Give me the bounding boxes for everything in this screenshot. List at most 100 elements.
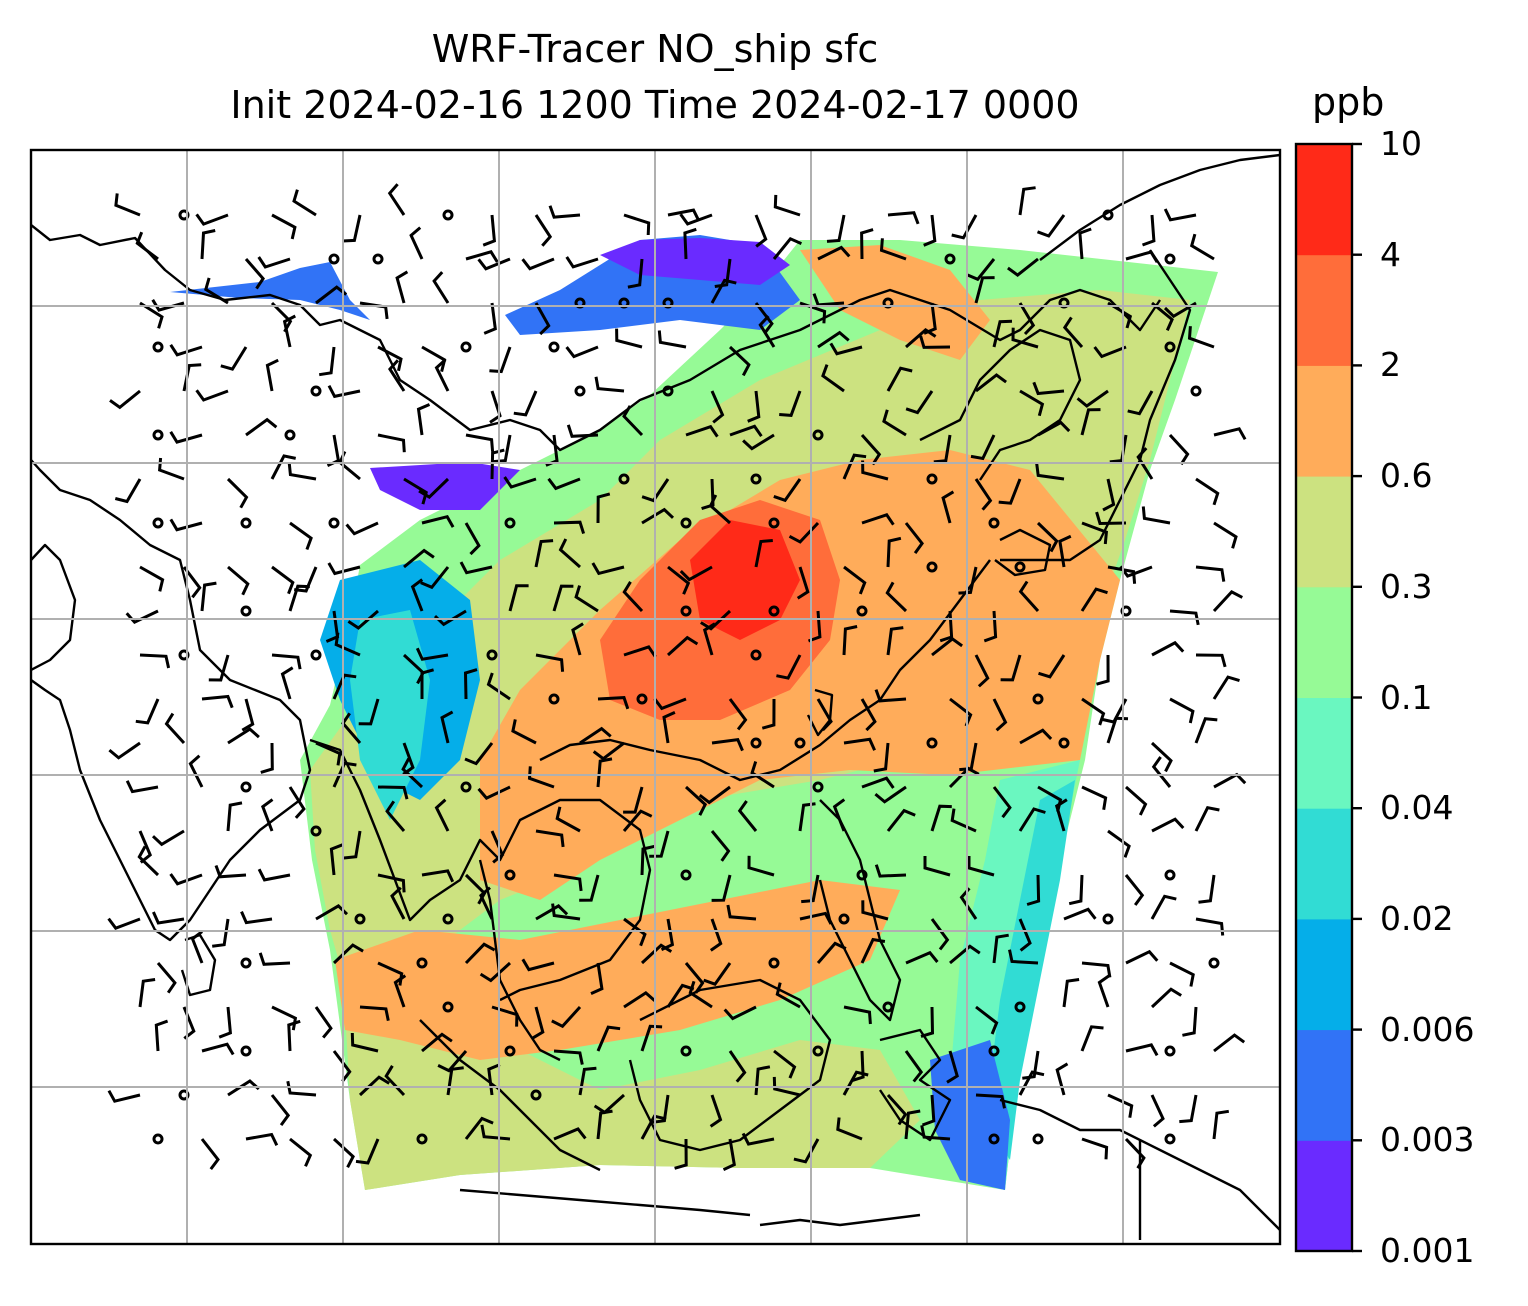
wind-barb	[315, 904, 349, 921]
wind-barb	[773, 1049, 797, 1079]
wind-barb	[992, 698, 1008, 732]
wind-barb	[200, 1138, 220, 1170]
wind-barb	[967, 856, 995, 877]
coast-indochina	[309, 738, 652, 1002]
calm-wind-marker	[574, 385, 586, 397]
wind-barb	[1081, 785, 1108, 810]
colorbar-segment	[1296, 1140, 1352, 1252]
colorbar-tick-label: 4	[1380, 234, 1401, 274]
wind-barb	[1213, 521, 1238, 549]
colorbar-segment	[1296, 808, 1352, 920]
wind-barb	[377, 433, 406, 453]
calm-wind-marker	[768, 605, 780, 617]
wind-barb	[459, 561, 493, 575]
wind-barb	[332, 1050, 352, 1083]
calm-wind-marker	[152, 429, 164, 441]
wind-barb	[723, 1005, 757, 1021]
wind-barb	[109, 389, 141, 410]
wind-barb	[1026, 874, 1041, 906]
wind-barb	[799, 911, 833, 925]
wind-barb	[190, 930, 204, 964]
wind-barb	[821, 364, 845, 393]
wind-barb	[245, 417, 278, 437]
wind-barb	[772, 236, 802, 260]
wind-barb	[169, 873, 203, 886]
wind-barb	[566, 424, 599, 438]
wind-barb	[200, 581, 217, 612]
wind-barb	[1136, 447, 1154, 480]
wind-barb	[1150, 741, 1173, 773]
wind-barb	[464, 522, 481, 556]
wind-barb	[565, 345, 599, 359]
calm-wind-marker	[1164, 869, 1176, 881]
wind-barb	[493, 434, 512, 464]
wind-barb	[772, 1076, 801, 1097]
wind-barb	[139, 301, 164, 329]
calm-wind-marker	[1102, 209, 1114, 221]
wind-barb	[332, 1137, 355, 1168]
wind-barb	[975, 1005, 999, 1035]
wind-barb	[107, 1089, 141, 1103]
wind-barb	[623, 991, 656, 1009]
wind-barb	[711, 737, 744, 752]
wind-barb	[377, 873, 406, 893]
wind-barb	[623, 213, 651, 236]
wind-barb	[508, 584, 529, 612]
wind-barb	[714, 258, 732, 288]
wind-barb	[904, 522, 924, 554]
wind-barb	[420, 566, 450, 590]
coast-java	[459, 1188, 751, 1217]
wind-barb	[1124, 874, 1145, 906]
wind-barb	[758, 315, 776, 348]
wind-barb	[1058, 534, 1072, 568]
wind-barb	[384, 1065, 406, 1097]
wind-barb	[527, 766, 555, 789]
wind-barb	[726, 904, 757, 921]
calm-wind-marker	[1032, 1133, 1044, 1145]
wind-barb	[905, 950, 939, 965]
calm-wind-marker	[548, 693, 560, 705]
wind-barb	[358, 1075, 390, 1097]
wind-barb	[1062, 316, 1084, 348]
wind-barb	[327, 385, 361, 399]
wind-barb	[282, 314, 296, 348]
wind-barb	[1080, 587, 1108, 612]
wind-barb	[666, 983, 695, 1008]
wind-barb	[728, 1050, 747, 1083]
calm-wind-marker	[504, 517, 516, 529]
wind-barb	[204, 277, 229, 305]
wind-barb	[970, 434, 996, 461]
wind-barb	[288, 584, 310, 612]
wind-barb	[711, 874, 732, 902]
wind-barb	[829, 342, 863, 356]
wind-barb	[432, 271, 450, 304]
wind-barb	[904, 1050, 924, 1083]
wind-barb	[107, 917, 141, 931]
wind-barb	[327, 562, 361, 576]
wind-barb	[1095, 511, 1127, 526]
wind-barb	[220, 346, 248, 371]
wind-barb	[1036, 214, 1066, 238]
wind-barb	[861, 460, 889, 481]
colorbar	[1294, 142, 1362, 1253]
wind-barb	[1163, 301, 1197, 319]
wind-barb	[992, 933, 1009, 964]
wind-barb	[1019, 728, 1053, 745]
wind-barb	[754, 214, 768, 248]
calm-wind-marker	[504, 869, 516, 881]
wind-barb	[640, 943, 673, 965]
calm-wind-marker	[856, 605, 868, 617]
wind-barb	[403, 477, 428, 505]
wind-barb	[1018, 918, 1032, 952]
wind-barb	[195, 389, 229, 402]
wind-barb	[741, 1132, 775, 1146]
wind-barb	[486, 672, 511, 701]
calm-wind-marker	[416, 957, 428, 969]
wind-barb	[905, 328, 937, 349]
colorbar-tick-label: 0.1	[1380, 677, 1433, 717]
wind-barb	[975, 1093, 1006, 1109]
colorbar-segment	[1296, 918, 1352, 1031]
calm-wind-marker	[328, 517, 340, 529]
wind-barb	[1093, 345, 1127, 359]
coast-sumatra	[419, 1019, 601, 1172]
